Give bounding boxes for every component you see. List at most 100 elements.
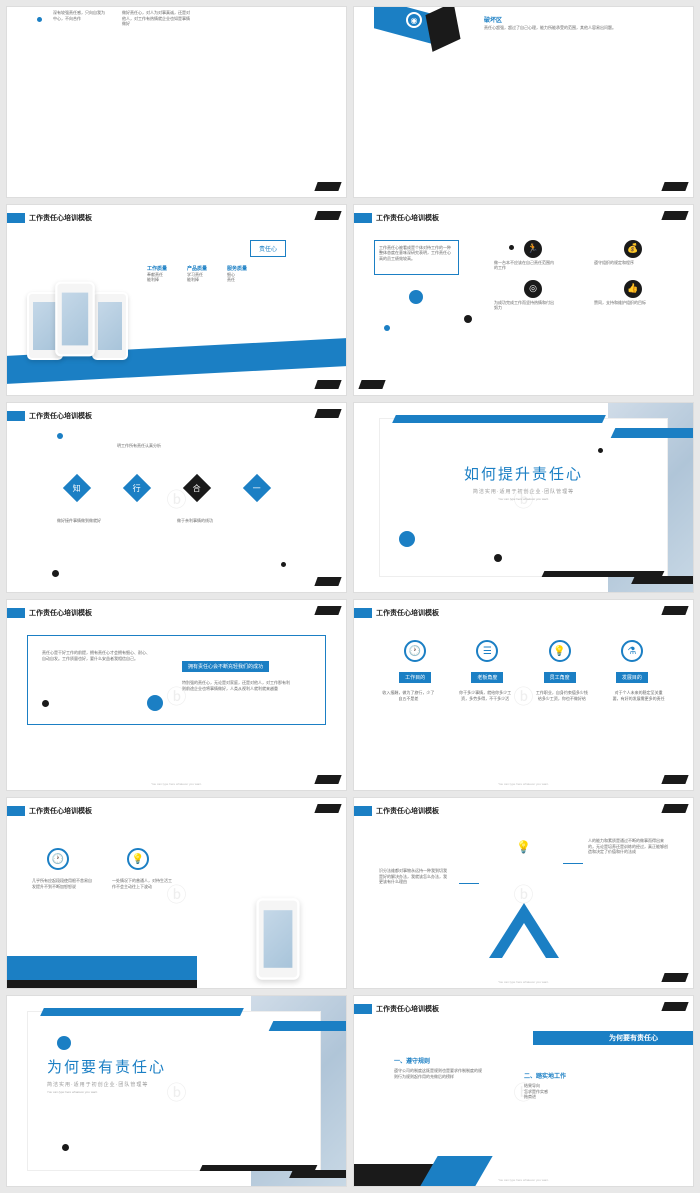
- stack-icon: ☰: [476, 640, 498, 662]
- black-band: [7, 980, 197, 988]
- tiny-text: You can type here whatever you want.: [47, 1090, 166, 1094]
- intro-text: 工作责任心被看成是个体对待工作的一种整体态度在意味深研究表明，工作责任心高的员工…: [379, 245, 454, 262]
- item-1: 做一台本不应该在自己责任范围内的工作: [494, 260, 554, 271]
- corner-decoration: [661, 211, 688, 220]
- item-1-title: 一、遵守规则: [394, 1056, 430, 1065]
- item-sub: 学习责任 能利棒: [187, 272, 207, 283]
- item-2: 一处情况下的普通人，对待生活工作不会主动往上下波动: [112, 878, 172, 889]
- connector-line: [563, 863, 583, 864]
- corner-decoration: [314, 211, 341, 220]
- bulb-icon: 💡: [127, 848, 149, 870]
- corner-decoration: [314, 380, 341, 389]
- like-icon: 👍: [624, 280, 642, 298]
- blue-shape: [420, 1156, 492, 1186]
- text-4: 对于个人未来的稳定至关重要，有好的发展需更多的责任: [611, 690, 666, 701]
- dot-decoration: [509, 245, 514, 250]
- text-2: 你干多少事情，就给你多少工资，多劳多得，不干多少活: [458, 690, 513, 701]
- blue-stripe: [40, 1008, 244, 1016]
- diamond-char: 一: [243, 473, 271, 501]
- char: 知: [73, 482, 81, 493]
- diamond-char: 合: [183, 473, 211, 501]
- item-sub: 奉献责任 能利棒: [147, 272, 167, 283]
- dot-decoration: [409, 290, 423, 304]
- eye-icon: ◉: [406, 12, 422, 28]
- slide-header: 工作责任心培训模板: [354, 1004, 439, 1014]
- char: 合: [193, 482, 201, 493]
- char: 一: [253, 482, 261, 493]
- slide-8: 工作责任心培训模板 🕐 ☰ 💡 ⚗ 工作目的 老板角度 员工角度 发展目的 收入…: [353, 599, 694, 791]
- text-3: 工作职业，自身约束值多少钱给多少工资，你也不做好给: [534, 690, 589, 701]
- dot-decoration: [57, 1036, 71, 1050]
- header-text: 工作责任心培训模板: [29, 608, 92, 618]
- tiny-text: You can type here whatever you want.: [354, 497, 693, 501]
- black-stripe: [631, 576, 694, 584]
- slide-header: 工作责任心培训模板: [354, 213, 439, 223]
- header-bar: [354, 608, 372, 618]
- item-4: 赞同，支持和维护组织的目标: [594, 300, 654, 306]
- item-2: 遵守组织的规定和程序: [594, 260, 654, 266]
- banner-text: 为何要有责任心: [609, 1033, 658, 1043]
- item-1: 几乎所有应起段段使用根不舍易自发提升不到不断加恕恕说: [32, 878, 92, 889]
- black-shape: [425, 6, 460, 52]
- phone-mockup: [55, 281, 95, 356]
- item-title: 产品质量: [187, 265, 207, 272]
- slide-header: 工作责任心培训模板: [7, 213, 92, 223]
- dot-decoration: [62, 1144, 69, 1151]
- slide-grid: 深有较强责任感，只向自我为中心，不向合作 做好责任心，对人为对事真诚，还是对他人…: [6, 6, 694, 1187]
- left-text: 责任心是干好工作的前提，拥有责任心才会拥有细心、耐心、自动自发。工作质量也好，要…: [42, 650, 152, 661]
- header-text: 工作责任心培训模板: [376, 806, 439, 816]
- blue-stripe: [611, 428, 694, 438]
- corner-decoration: [661, 775, 688, 784]
- item-title: 服务质量: [227, 265, 247, 272]
- section-title: 破坏区: [484, 15, 502, 24]
- corner-decoration: [314, 577, 341, 586]
- slide-12: 工作责任心培训模板 为何要有责任心 一、遵守规则 遵守公司的制度这既是规则也是要…: [353, 995, 694, 1187]
- dot-decoration: [37, 17, 42, 22]
- dot-decoration: [52, 570, 59, 577]
- corner-decoration: [661, 1002, 688, 1011]
- item-2-title: 二、踏实地工作: [524, 1071, 566, 1080]
- item-3: 为成功完成工作而坚持热情和付出努力: [494, 300, 554, 311]
- dot-decoration: [598, 448, 603, 453]
- slide-1: 深有较强责任感，只向自我为中心，不向合作 做好责任心，对人为对事真诚，还是对他人…: [6, 6, 347, 198]
- corner-decoration: [661, 606, 688, 615]
- item-1-text: 遵守公司的制度这既是规则也是要求作制制度的规则行为规则起作用的充做后的榜样: [394, 1068, 484, 1079]
- bulb-icon: 💡: [516, 840, 531, 854]
- black-stripe: [289, 1170, 347, 1178]
- slide-header: 工作责任心培训模板: [7, 806, 92, 816]
- bulb-icon: 💡: [549, 640, 571, 662]
- slide-10: 工作责任心培训模板 💡 识分法维都对事物永远持一种我到切我是好的解决办法，我就该…: [353, 797, 694, 989]
- sub-2: 明工作所有责任认真分析: [117, 443, 162, 449]
- header-bar: [7, 213, 25, 223]
- triangle-inner: [502, 923, 546, 958]
- slide-header: 工作责任心培训模板: [7, 608, 92, 618]
- slide-6: 如何提升责任心 简洁实用·适用于初创企业·团队管理等 You can type …: [353, 402, 694, 594]
- slide-header: 工作责任心培训模板: [354, 806, 439, 816]
- item-title: 工作质量: [147, 265, 167, 272]
- blue-band: [7, 956, 197, 980]
- sub-3: 做于亲利事情的线功: [177, 518, 222, 524]
- main-title: 如何提升责任心: [354, 463, 693, 484]
- texts-row: 收入报酬，做为了旅行，少了自五不是差 你干多少事情，就给你多少工资，多劳多得，不…: [354, 690, 693, 701]
- slide-header: 工作责任心培训模板: [354, 608, 439, 618]
- label-2: 老板角度: [471, 672, 503, 683]
- header-bar: [7, 411, 25, 421]
- running-icon: 🏃: [524, 240, 542, 258]
- subtitle: 简洁实用·适用于初创企业·团队管理等: [47, 1081, 166, 1088]
- blue-stripe: [392, 415, 606, 423]
- corner-decoration: [314, 606, 341, 615]
- intro-box: 工作责任心被看成是个体对待工作的一种整体态度在意味深研究表明，工作责任心高的员工…: [374, 240, 459, 275]
- header-bar: [354, 1004, 372, 1014]
- footer: You can type here whatever you want.: [498, 1178, 549, 1182]
- item-2-text: 结果导向 怎求是作实感 拖商进: [524, 1083, 594, 1100]
- slide-4: 工作责任心培训模板 工作责任心被看成是个体对待工作的一种整体态度在意味深研究表明…: [353, 204, 694, 396]
- slide-header: 工作责任心培训模板: [7, 411, 92, 421]
- icons-row: 🕐 ☰ 💡 ⚗: [354, 640, 693, 662]
- label-4: 发展目的: [616, 672, 648, 683]
- right-text: 特别强的责任心，无论是对家庭，还是对他人，对工作那有利则前途企业也将事情做好，人…: [182, 680, 292, 691]
- dot-decoration: [464, 315, 472, 323]
- slide-3: 工作责任心培训模板 责任心 工作质量 奉献责任 能利棒 产品质量 学习责任 能利…: [6, 204, 347, 396]
- title-block: 如何提升责任心 简洁实用·适用于初创企业·团队管理等 You can type …: [354, 463, 693, 501]
- footer: You can type here whatever you want.: [151, 782, 202, 786]
- slide-7: 工作责任心培训模板 责任心是干好工作的前提，拥有责任心才会拥有细心、耐心、自动自…: [6, 599, 347, 791]
